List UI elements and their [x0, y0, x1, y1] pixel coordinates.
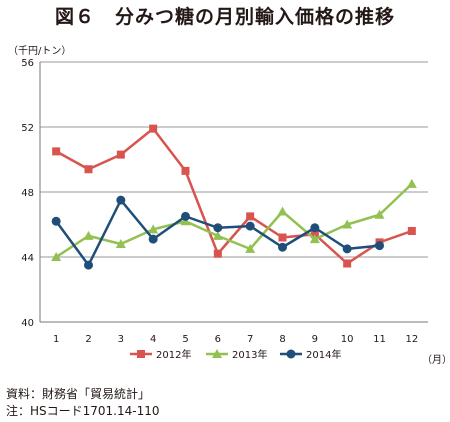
x-tick-label: 10 — [341, 334, 354, 345]
legend-item: 2014年 — [280, 348, 341, 361]
data-point — [245, 243, 256, 253]
x-tick-label: 7 — [247, 334, 253, 345]
data-point — [83, 230, 94, 240]
chart-title: 図６ 分みつ糖の月別輸入価格の推移 — [54, 6, 395, 28]
data-point — [52, 147, 61, 156]
legend-item: 2012年 — [130, 348, 191, 361]
data-point — [407, 227, 416, 235]
x-tick-label: 2 — [85, 334, 91, 345]
data-point — [149, 124, 158, 133]
data-point — [51, 252, 62, 261]
legend-label: 2013年 — [232, 348, 267, 361]
data-point — [245, 221, 255, 231]
data-point — [342, 219, 353, 229]
data-point — [278, 242, 287, 252]
source-note: 資料：財務省「貿易統計」 — [6, 387, 151, 401]
x-tick-label: 11 — [373, 334, 386, 345]
data-point — [278, 233, 287, 242]
data-point — [406, 178, 417, 188]
data-point — [213, 223, 223, 233]
legend-item: 2013年 — [206, 348, 267, 361]
x-axis-unit: （月） — [422, 355, 450, 366]
y-tick-label: 44 — [21, 253, 34, 264]
legend-label: 2012年 — [156, 348, 191, 361]
series-2013年 — [51, 178, 417, 261]
data-point — [310, 223, 320, 233]
y-tick-label: 52 — [21, 123, 34, 134]
y-tick-label: 48 — [21, 188, 34, 199]
data-point — [213, 249, 222, 258]
legend-label: 2014年 — [306, 348, 341, 361]
series-2012年 — [52, 124, 416, 268]
data-point — [342, 244, 352, 254]
x-tick-label: 1 — [53, 334, 59, 345]
x-tick-label: 9 — [312, 334, 318, 345]
series-line — [55, 127, 413, 265]
data-point — [51, 216, 61, 226]
y-tick-label: 56 — [21, 58, 34, 69]
footnote: 注：HSコード1701.14-110 — [6, 404, 160, 418]
series-2014年 — [51, 195, 384, 270]
data-point — [246, 212, 255, 221]
series-line — [55, 182, 413, 259]
data-point — [116, 150, 125, 159]
legend-marker — [212, 349, 222, 358]
data-point — [309, 234, 320, 244]
x-tick-label: 6 — [215, 334, 221, 345]
data-point — [116, 195, 126, 205]
y-tick-label: 40 — [21, 318, 34, 329]
data-point — [148, 224, 159, 234]
data-point — [343, 259, 352, 268]
data-point — [181, 211, 190, 221]
data-point — [84, 165, 93, 174]
data-point — [148, 234, 158, 244]
data-point — [84, 260, 93, 270]
data-point — [212, 230, 223, 240]
y-axis-unit: （千円/トン） — [8, 46, 72, 57]
x-tick-label: 12 — [405, 334, 418, 345]
legend-marker — [137, 350, 145, 358]
x-tick-label: 8 — [279, 334, 285, 345]
x-tick-label: 4 — [150, 334, 156, 345]
x-tick-label: 3 — [118, 334, 124, 345]
data-point — [374, 209, 385, 219]
data-point — [277, 206, 288, 216]
x-tick-label: 5 — [182, 334, 188, 345]
data-point — [115, 239, 126, 248]
legend-marker — [286, 349, 296, 359]
data-point — [375, 241, 384, 251]
data-point — [181, 166, 190, 175]
